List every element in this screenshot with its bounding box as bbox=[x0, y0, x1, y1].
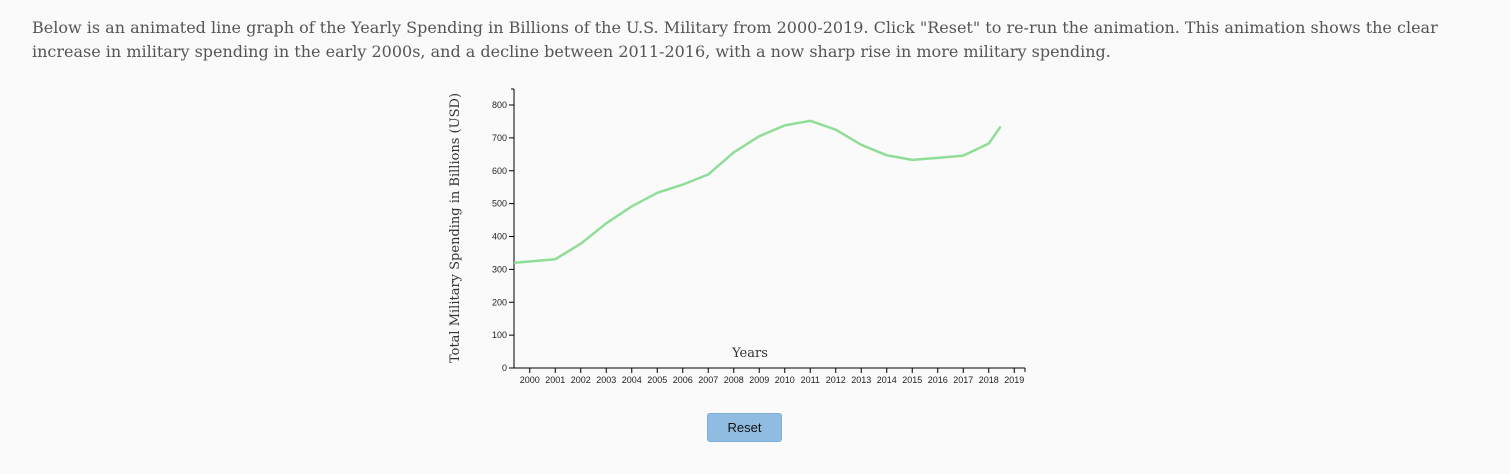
x-tick-label: 2005 bbox=[647, 375, 667, 385]
x-tick-label: 2004 bbox=[622, 375, 642, 385]
y-tick-label: 800 bbox=[492, 100, 507, 110]
x-axis: 2000 2001 2002 2003 2004 2005 2006 2007 2008 2009… bbox=[514, 367, 1026, 385]
x-tick-label: 2008 bbox=[724, 375, 744, 385]
y-tick-label: 100 bbox=[492, 330, 507, 340]
x-tick-label: 2014 bbox=[877, 375, 897, 385]
x-tick-label: 2003 bbox=[596, 375, 616, 385]
x-tick-label: 2007 bbox=[698, 375, 718, 385]
x-tick-label: 2006 bbox=[673, 375, 693, 385]
x-tick-label: 2013 bbox=[851, 375, 871, 385]
y-tick-label: 300 bbox=[492, 264, 507, 274]
x-tick-label: 2002 bbox=[571, 375, 591, 385]
x-tick-label: 2016 bbox=[928, 375, 948, 385]
y-tick-label: 500 bbox=[492, 199, 507, 209]
y-tick-label: 0 bbox=[502, 363, 507, 373]
reset-button[interactable]: Reset bbox=[707, 413, 782, 442]
x-tick-label: 2018 bbox=[979, 375, 999, 385]
intro-text: Below is an animated line graph of the Y… bbox=[32, 18, 1438, 61]
x-tick-label: 2001 bbox=[545, 375, 565, 385]
x-tick-label: 2015 bbox=[902, 375, 922, 385]
y-axis: 0 100 200 300 400 500 600 700 800 bbox=[492, 88, 515, 373]
x-tick-label: 2000 bbox=[520, 375, 540, 385]
x-tick-label: 2017 bbox=[953, 375, 973, 385]
y-tick-label: 200 bbox=[492, 297, 507, 307]
y-tick-label: 400 bbox=[492, 232, 507, 242]
x-tick-label: 2010 bbox=[775, 375, 795, 385]
x-axis-title: Years bbox=[731, 346, 768, 361]
x-tick-label: 2012 bbox=[826, 375, 846, 385]
spending-line bbox=[513, 119, 1002, 265]
y-tick-label: 600 bbox=[492, 166, 507, 176]
x-tick-label: 2019 bbox=[1004, 375, 1024, 385]
y-axis-title: Total Military Spending in Billions (USD… bbox=[448, 93, 463, 363]
y-tick-label: 700 bbox=[492, 133, 507, 143]
x-tick-label: 2011 bbox=[801, 375, 820, 385]
x-tick-label: 2009 bbox=[749, 375, 769, 385]
